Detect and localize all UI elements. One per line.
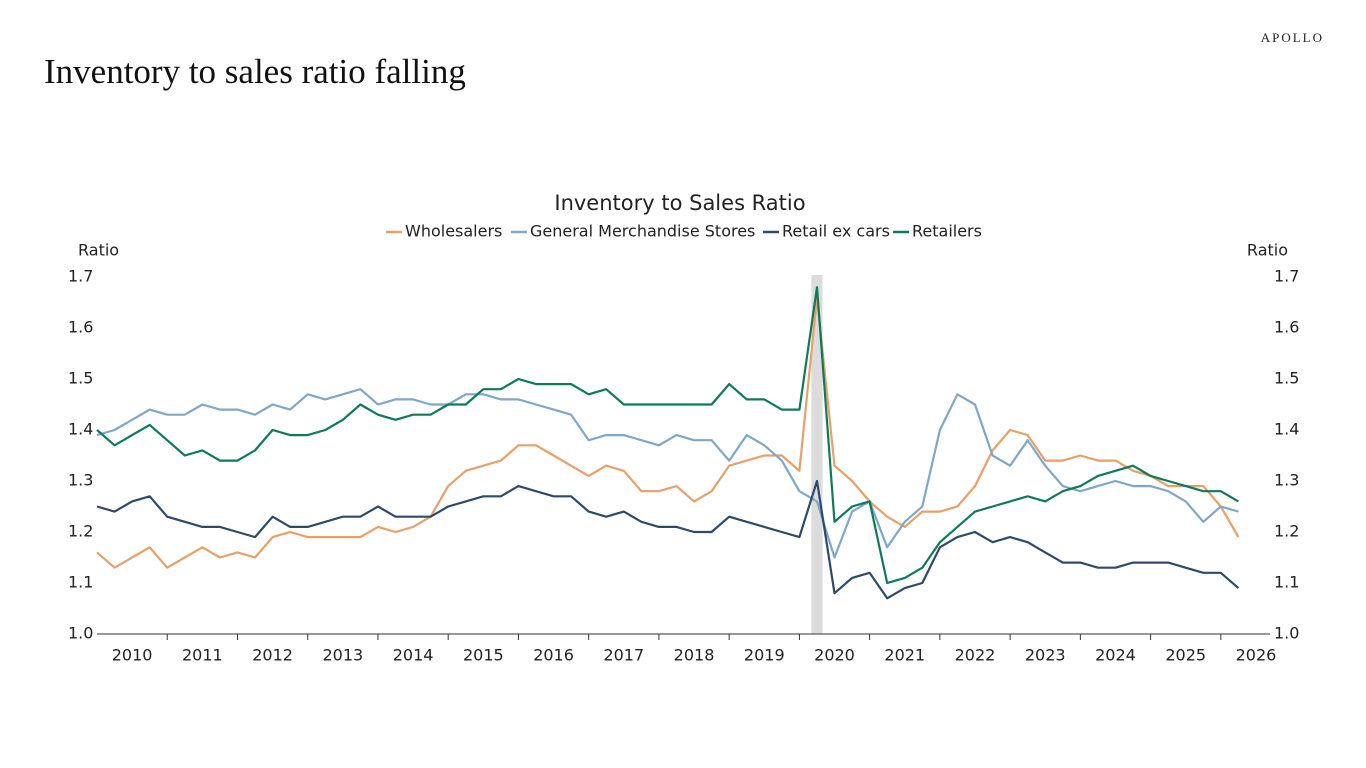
series-line [96,286,1239,585]
y-tick-label: 1.2 [68,522,93,541]
series-line [96,388,1239,559]
y-tick-label: 1.1 [68,573,93,592]
y2-tick-label: 1.7 [1274,267,1299,286]
x-tick-label: 2013 [322,646,363,665]
y2-tick-label: 1.2 [1274,522,1299,541]
x-tick-label: 2020 [814,646,855,665]
y2-tick-label: 1.1 [1274,573,1299,592]
recession-band [811,275,823,634]
legend-label: Retail ex cars [782,222,890,241]
x-tick-label: 2026 [1236,646,1277,665]
y2-tick-label: 1.6 [1274,318,1299,337]
y-tick-label: 1.3 [68,471,93,490]
x-tick-label: 2022 [955,646,996,665]
y-tick-label: 1.5 [68,369,93,388]
y2-tick-label: 1.4 [1274,420,1299,439]
page-title: Inventory to sales ratio falling [44,52,466,91]
y2-tick-label: 1.5 [1274,369,1299,388]
x-tick-label: 2023 [1025,646,1066,665]
x-tick-label: 2016 [533,646,574,665]
legend-label: Wholesalers [405,222,502,241]
x-tick-label: 2012 [252,646,293,665]
x-tick-label: 2011 [182,646,223,665]
brand-logo: APOLLO [1260,30,1324,45]
x-tick-label: 2025 [1165,646,1206,665]
y-tick-label: 1.0 [68,624,93,643]
y-tick-label: 1.6 [68,318,93,337]
x-tick-label: 2024 [1095,646,1136,665]
y2-axis-label: Ratio [1247,241,1288,260]
x-tick-label: 2018 [674,646,715,665]
y2-tick-label: 1.0 [1274,624,1299,643]
x-tick-label: 2019 [744,646,785,665]
x-tick-label: 2017 [603,646,644,665]
y-tick-label: 1.4 [68,420,93,439]
chart-title: Inventory to Sales Ratio [554,191,805,215]
x-tick-label: 2014 [393,646,434,665]
y-tick-label: 1.7 [68,267,93,286]
y-axis-label: Ratio [78,241,119,260]
legend-label: Retailers [912,222,982,241]
x-tick-label: 2021 [884,646,925,665]
legend-label: General Merchandise Stores [530,222,755,241]
series-line [96,479,1240,600]
x-tick-label: 2010 [112,646,153,665]
series-line [96,296,1240,569]
y2-tick-label: 1.3 [1274,471,1299,490]
x-tick-label: 2015 [463,646,504,665]
